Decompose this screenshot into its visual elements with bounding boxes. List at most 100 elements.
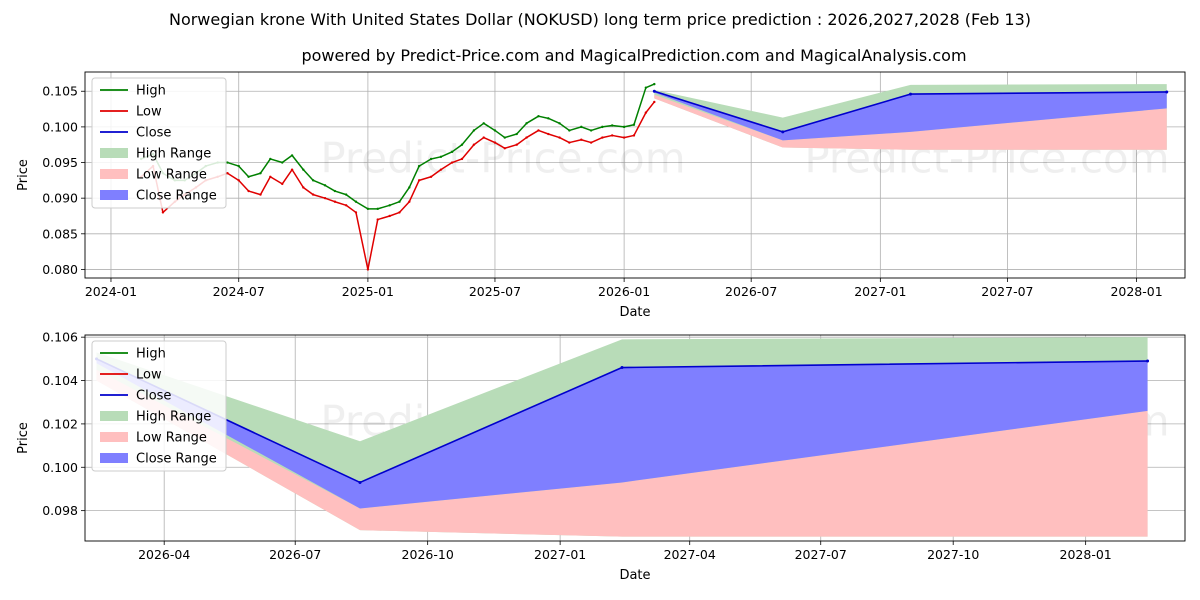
low-data-point [344, 204, 348, 207]
y-axis-label: Price [16, 159, 31, 191]
high-data-point [601, 125, 604, 129]
legend-label: High [136, 84, 166, 99]
high-data-point [580, 125, 583, 129]
legend-label: Close Range [136, 452, 217, 467]
high-data-point [503, 136, 506, 139]
x-tick-label: 2026-01 [598, 284, 650, 299]
y-tick-label: 0.104 [42, 373, 78, 388]
y-tick-label: 0.085 [42, 226, 78, 241]
low-data-point [610, 134, 614, 137]
high-data-point [323, 184, 327, 187]
watermark-text: Predict-Price.com [320, 134, 685, 183]
high-data-point [450, 150, 454, 154]
legend-label: Close Range [136, 189, 217, 204]
high-data-point [537, 114, 540, 118]
high-data-point [493, 129, 497, 132]
y-tick-label: 0.098 [42, 503, 78, 518]
high-data-point [247, 175, 250, 178]
x-tick-label: 2024-01 [85, 284, 137, 299]
low-data-point [417, 179, 421, 182]
x-tick-label: 2025-07 [469, 284, 521, 299]
close-data-point [1165, 90, 1169, 94]
top-legend: High Low Close High Range Low Range Close Ran… [91, 77, 227, 209]
x-tick-label: 2027-07 [795, 547, 847, 562]
low-data-point [311, 193, 315, 196]
x-tick-label: 2025-01 [342, 284, 394, 299]
top-close-series-line [654, 90, 1167, 133]
low-data-point [247, 189, 250, 193]
high-data-point [525, 122, 528, 125]
legend-label: Close [136, 389, 171, 404]
low-data-point [472, 143, 476, 146]
x-tick-label: 2026-07 [725, 284, 777, 299]
low-data-point [601, 136, 604, 139]
low-data-point [408, 200, 411, 203]
high-data-point [408, 186, 411, 189]
low-data-point [558, 136, 561, 139]
low-data-point [161, 211, 165, 214]
x-tick-label: 2024-07 [213, 284, 265, 299]
low-data-point [493, 141, 497, 144]
legend-patch-swatch [100, 148, 128, 158]
low-data-point [388, 214, 391, 218]
x-tick-label: 2027-01 [534, 547, 586, 562]
high-data-point [644, 86, 648, 89]
x-tick-label: 2027-07 [981, 284, 1033, 299]
high-data-point [344, 193, 348, 196]
low-data-point [366, 268, 370, 271]
low-data-point [632, 134, 636, 137]
x-tick-label: 2026-07 [269, 547, 321, 562]
low-data-point [398, 211, 401, 214]
low-data-point [568, 141, 571, 144]
legend-patch-swatch [100, 432, 128, 442]
low-data-point [503, 147, 506, 150]
close-data-point [652, 89, 656, 93]
high-data-point [472, 129, 476, 132]
legend-label: Low [136, 368, 162, 383]
x-tick-label: 2026-04 [138, 547, 190, 562]
bottom-legend: High Low Close High Range Low Range Close Ran… [91, 340, 227, 472]
high-data-point [237, 164, 240, 168]
y-axis-label: Price [16, 422, 31, 454]
low-data-point [644, 111, 648, 114]
top-axes-frame [84, 71, 1186, 279]
legend-label: High Range [136, 410, 211, 425]
x-tick-label: 2028-01 [1110, 284, 1162, 299]
low-data-point [237, 179, 240, 182]
low-data-point [589, 141, 593, 144]
low-data-point [226, 172, 229, 175]
low-data-point [323, 196, 327, 200]
low-data-point [537, 129, 540, 132]
legend-patch-swatch [100, 411, 128, 421]
y-tick-label: 0.102 [42, 416, 78, 431]
legend-patch-swatch [100, 190, 128, 200]
high-data-point [226, 161, 229, 164]
y-tick-label: 0.100 [42, 119, 78, 134]
high-data-point [417, 164, 421, 168]
close-data-point [1146, 359, 1150, 363]
high-data-point [259, 172, 262, 175]
low-data-point [259, 193, 262, 196]
high-data-point [354, 200, 358, 203]
high-data-point [568, 129, 571, 132]
high-data-point [398, 200, 401, 203]
low-data-point [622, 136, 626, 139]
high-data-point [429, 157, 433, 161]
high-data-point [388, 204, 391, 207]
low-data-point [269, 175, 272, 178]
high-data-point [366, 207, 370, 211]
x-tick-label: 2027-01 [854, 284, 906, 299]
high-data-point [311, 179, 315, 182]
low-data-point [460, 157, 464, 161]
low-data-point [354, 211, 358, 214]
high-data-point [281, 161, 284, 164]
high-data-point [376, 207, 379, 211]
low-data-point [429, 175, 433, 178]
x-tick-label: 2026-10 [402, 547, 454, 562]
low-data-point [450, 161, 454, 164]
low-data-point [482, 136, 485, 139]
x-tick-label: 2028-01 [1060, 547, 1112, 562]
y-tick-label: 0.100 [42, 460, 78, 475]
high-data-point [439, 155, 443, 159]
